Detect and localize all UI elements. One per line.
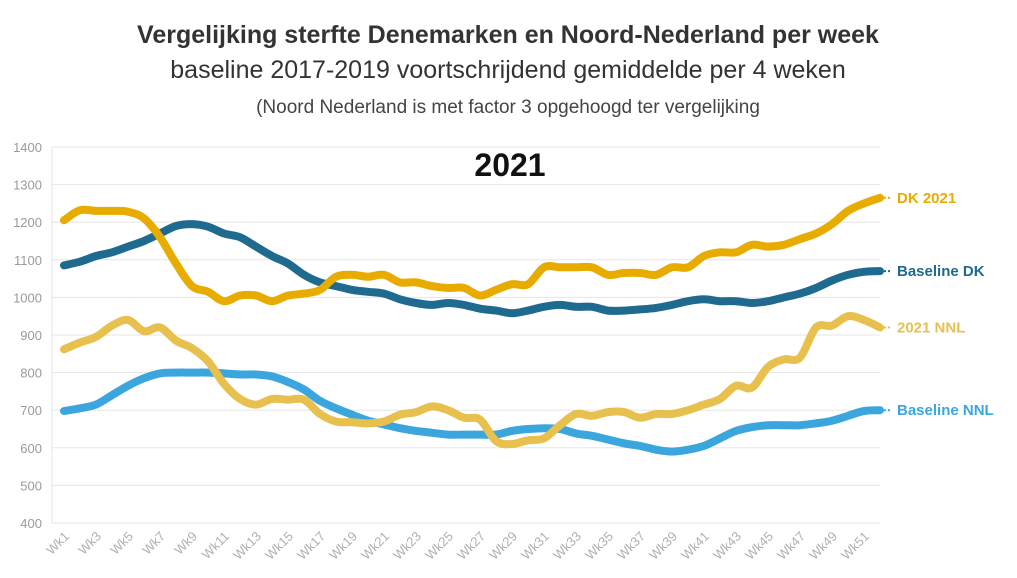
y-axis: 400 500 600 700 800 900 1000 1100 1200 1300 1400: [13, 140, 42, 531]
legend-label-baseline-nnl: Baseline NNL: [897, 402, 994, 419]
chart-title: Vergelijking sterfte Denemarken en Noord…: [137, 21, 879, 49]
legend-label-baseline-dk: Baseline DK: [897, 263, 985, 280]
x-tick-label: Wk41: [678, 529, 712, 563]
legend-label-2021-nnl: 2021 NNL: [897, 319, 965, 336]
y-tick-label: 700: [20, 403, 42, 418]
x-tick-label: Wk9: [171, 529, 200, 558]
y-tick-label: 900: [20, 328, 42, 343]
y-tick-label: 400: [20, 516, 42, 531]
x-tick-label: Wk3: [75, 529, 104, 558]
x-axis: Wk1 Wk3 Wk5 Wk7 Wk9Wk11Wk13Wk15Wk17Wk19Wk21W…: [43, 529, 872, 563]
x-tick-label: Wk49: [806, 529, 840, 563]
year-annotation: 2021: [474, 147, 545, 183]
series-line-baseline-nnl: [60, 368, 884, 456]
x-tick-label: Wk19: [326, 529, 360, 563]
y-tick-label: 600: [20, 441, 42, 456]
y-tick-label: 1200: [13, 215, 42, 230]
x-tick-label: Wk27: [454, 529, 488, 563]
chart-subtitle: baseline 2017-2019 voortschrijdend gemid…: [170, 56, 845, 84]
y-tick-label: 500: [20, 478, 42, 493]
series-line-2021-nnl: [60, 312, 884, 449]
y-tick-label: 1300: [13, 178, 42, 193]
x-tick-label: Wk11: [199, 529, 232, 562]
x-tick-label: Wk13: [230, 529, 264, 563]
x-tick-label: Wk39: [646, 529, 680, 563]
x-tick-label: Wk5: [107, 529, 136, 558]
x-tick-label: Wk7: [139, 529, 168, 558]
grid: [51, 146, 880, 524]
x-tick-label: Wk45: [742, 529, 776, 563]
y-tick-label: 1400: [13, 140, 42, 155]
x-tick-label: Wk1: [43, 529, 72, 558]
y-tick-label: 1000: [13, 290, 42, 305]
series-line-dk-2021: [60, 193, 884, 306]
legend-label-dk-2021: DK 2021: [897, 190, 956, 207]
x-tick-label: Wk31: [518, 529, 552, 563]
x-tick-label: Wk47: [774, 529, 808, 563]
x-tick-label: Wk29: [486, 529, 520, 563]
series-group: [60, 193, 884, 456]
x-tick-label: Wk21: [358, 529, 392, 563]
x-tick-label: Wk15: [262, 529, 296, 563]
chart-note: (Noord Nederland is met factor 3 opgehoo…: [256, 97, 760, 118]
y-tick-label: 1100: [14, 253, 42, 268]
x-tick-label: Wk23: [390, 529, 424, 563]
legend: DK 2021 Baseline DK 2021 NNL Baseline NNL: [884, 190, 994, 419]
x-tick-label: Wk33: [550, 529, 584, 563]
x-tick-label: Wk51: [838, 529, 872, 563]
x-tick-label: Wk25: [422, 529, 456, 563]
x-tick-label: Wk17: [294, 529, 328, 563]
series-line-baseline-dk: [60, 220, 884, 318]
y-tick-label: 800: [20, 366, 42, 381]
x-tick-label: Wk37: [614, 529, 648, 563]
x-tick-label: Wk43: [710, 529, 744, 563]
x-tick-label: Wk35: [582, 529, 616, 563]
